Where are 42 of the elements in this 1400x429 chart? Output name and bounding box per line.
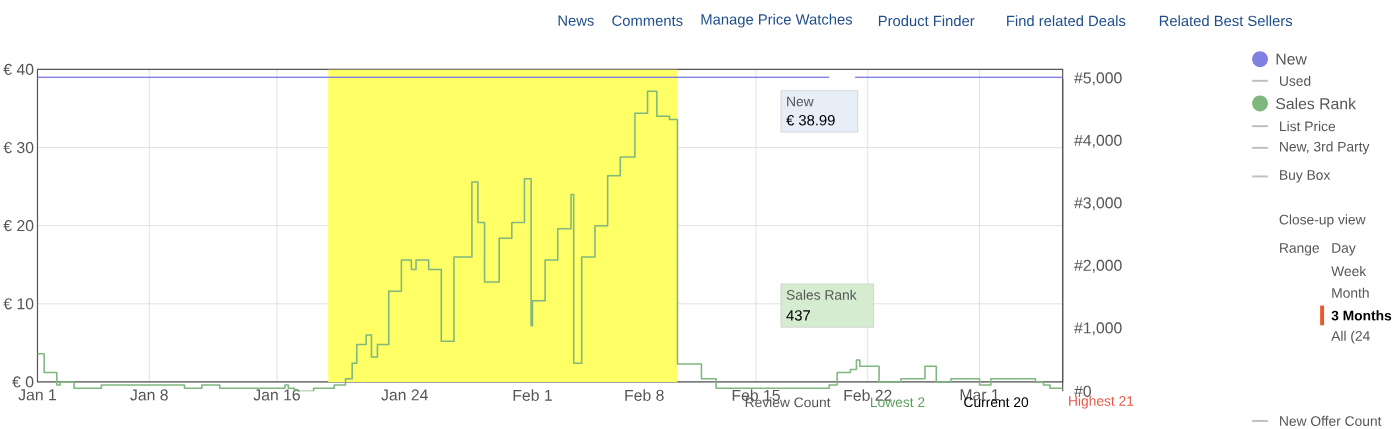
text: Manage Price Watches <box>701 13 853 28</box>
y-tick-label: € 10 <box>3 298 34 310</box>
y2-tick-label: #4,000 <box>1074 134 1122 148</box>
x-tick-label: Feb 1 <box>513 389 552 402</box>
y-tick-label: € 0 <box>12 376 34 388</box>
text: New Offer Count <box>1280 415 1382 427</box>
y2-tick-label: #1,000 <box>1074 322 1122 336</box>
text: All (24 <box>1331 330 1370 344</box>
annotation: € 38.99 <box>786 115 835 126</box>
y2-tick-label: #2,000 <box>1074 259 1122 273</box>
text: New, 3rd Party <box>1280 141 1370 155</box>
text: Week <box>1331 266 1367 277</box>
text: Product Finder <box>878 15 975 27</box>
text: Month <box>1332 287 1369 298</box>
text: Buy Box <box>1280 170 1331 183</box>
text: List Price <box>1280 121 1336 132</box>
text: Related Best Sellers <box>1159 15 1293 27</box>
text: Day <box>1332 243 1356 256</box>
y-tick-label: € 40 <box>3 63 34 76</box>
y-tick-label: € 30 <box>3 142 34 154</box>
text: Close-up view <box>1279 214 1366 228</box>
legend-label: Sales Rank <box>1276 97 1356 110</box>
y-tick-label: € 20 <box>3 220 34 232</box>
x-tick-label: Jan 1 <box>18 389 56 401</box>
x-tick-label: Jan 16 <box>253 389 300 401</box>
x-tick-label: Feb 8 <box>625 389 664 402</box>
text: Range <box>1280 243 1319 256</box>
x-tick-label: Jan 8 <box>130 389 168 401</box>
legend-label: New <box>1276 53 1307 65</box>
text: Find related Deals <box>1007 15 1126 27</box>
y2-tick-label: #5,000 <box>1074 72 1122 86</box>
text: Highest 21 <box>1069 395 1134 409</box>
y2-tick-label: #3,000 <box>1074 197 1122 211</box>
y2-tick-label: #0 <box>1074 385 1091 397</box>
text: Used <box>1280 75 1311 86</box>
text: Comments <box>612 15 683 27</box>
text: News <box>558 15 594 26</box>
annotation: Sales Rank <box>786 289 857 300</box>
text: 3 Months <box>1331 310 1392 321</box>
annotation: 437 <box>786 310 810 321</box>
annotation: New <box>787 96 814 107</box>
x-tick-label: Jan 24 <box>381 389 428 401</box>
